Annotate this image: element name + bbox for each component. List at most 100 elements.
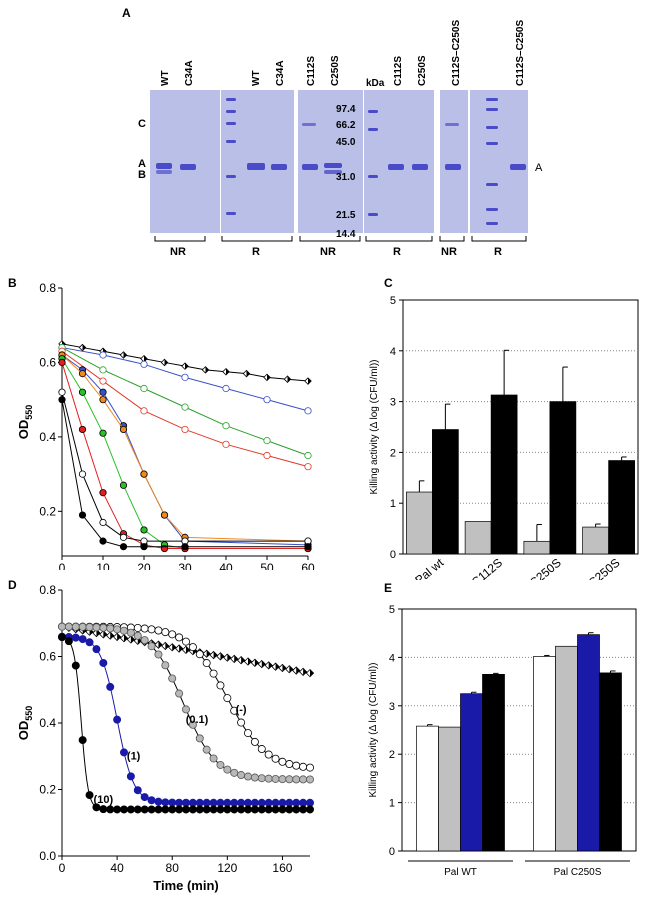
data-point xyxy=(78,425,87,434)
data-point xyxy=(263,396,271,404)
data-point xyxy=(292,775,301,784)
data-point-half xyxy=(186,646,190,654)
x-tick-label: 160 xyxy=(272,861,292,875)
data-point-half xyxy=(164,359,168,366)
x-tick-label: 0 xyxy=(59,561,66,570)
plot-frame xyxy=(402,299,639,555)
data-point xyxy=(250,737,259,746)
data-point xyxy=(78,736,87,745)
panel-d-letter: D xyxy=(8,578,17,592)
data-point xyxy=(181,705,190,714)
plot-frame xyxy=(401,608,637,852)
data-point xyxy=(147,796,156,805)
data-point xyxy=(278,757,287,766)
group-label: NR xyxy=(320,246,336,258)
x-tick-label: C112S/C250S xyxy=(555,556,622,580)
data-point xyxy=(175,798,184,807)
data-point xyxy=(168,630,177,639)
ladder-band xyxy=(226,98,236,101)
data-point xyxy=(222,384,230,393)
data-point xyxy=(243,798,252,807)
y-tick-label: 0.6 xyxy=(39,355,56,369)
data-point xyxy=(257,774,266,783)
data-point xyxy=(181,373,189,381)
data-point xyxy=(285,805,294,814)
data-point xyxy=(168,805,177,814)
data-point-half xyxy=(282,664,287,672)
bar xyxy=(549,401,577,555)
data-point xyxy=(140,407,148,415)
y-tick-label: 0.2 xyxy=(39,504,56,518)
ladder-band xyxy=(486,142,498,145)
y-tick-label: 5 xyxy=(389,604,395,616)
data-point xyxy=(99,396,107,404)
curve-annotation: (-) xyxy=(236,704,247,716)
data-point xyxy=(99,805,108,814)
data-point xyxy=(223,805,232,814)
data-point xyxy=(126,628,135,637)
y-tick-label: 0.2 xyxy=(39,783,56,797)
band-label-a: A xyxy=(138,158,146,170)
y-axis-label: Killing activity (Δ log (CFU/ml)) xyxy=(368,662,379,797)
series-line xyxy=(61,354,309,546)
data-point-half xyxy=(185,362,189,370)
y-axis-label: Killing activity (Δ log (CFU/ml)) xyxy=(369,359,380,494)
ladder-band xyxy=(368,213,378,216)
band xyxy=(324,163,342,168)
band xyxy=(324,170,342,174)
bar xyxy=(464,521,492,555)
data-point xyxy=(243,772,252,781)
data-point xyxy=(263,437,271,445)
data-point xyxy=(175,689,184,698)
series-line xyxy=(61,399,308,548)
gel-3 xyxy=(298,90,363,233)
y-tick-label: 2 xyxy=(389,749,395,761)
data-point xyxy=(181,637,190,646)
data-point xyxy=(147,642,156,651)
group-label: R xyxy=(393,246,401,258)
data-point xyxy=(209,805,218,814)
data-point xyxy=(140,636,149,645)
bar xyxy=(533,656,556,852)
data-point xyxy=(126,805,135,814)
bar xyxy=(406,491,433,555)
data-point xyxy=(113,715,122,724)
data-point xyxy=(263,451,271,460)
data-point xyxy=(147,625,156,634)
x-tick-label: Pal C250S xyxy=(554,867,602,878)
data-point xyxy=(140,624,149,633)
data-point xyxy=(292,805,301,814)
data-point xyxy=(188,805,197,814)
data-point xyxy=(292,761,301,770)
data-point xyxy=(264,805,273,814)
bar xyxy=(432,429,459,555)
data-point xyxy=(304,463,312,471)
data-point xyxy=(58,396,66,404)
group-label: R xyxy=(494,246,502,258)
y-tick-label: 1 xyxy=(390,498,396,510)
x-tick-label: 10 xyxy=(96,561,110,570)
data-point-half xyxy=(82,344,86,351)
data-point xyxy=(99,489,107,497)
y-axis-label: OD550 xyxy=(16,706,34,741)
ladder-band xyxy=(226,110,236,113)
data-point xyxy=(230,798,239,807)
data-point xyxy=(133,631,142,640)
data-point xyxy=(299,798,308,807)
data-point xyxy=(243,805,252,814)
data-point-half xyxy=(110,632,114,640)
data-point xyxy=(202,805,211,814)
mw-marker: 21.5 xyxy=(336,210,356,221)
data-point-half xyxy=(144,355,148,362)
x-tick-label: 40 xyxy=(219,561,233,570)
data-point xyxy=(140,543,148,551)
data-point xyxy=(250,773,259,782)
bar xyxy=(490,394,518,555)
data-point xyxy=(264,774,273,783)
data-point-half xyxy=(308,377,312,385)
data-point xyxy=(99,388,107,396)
data-point xyxy=(209,754,218,763)
data-point xyxy=(271,798,280,807)
y-tick-label: 0.4 xyxy=(39,430,56,444)
